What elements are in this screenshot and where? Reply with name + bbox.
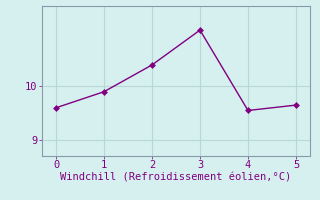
X-axis label: Windchill (Refroidissement éolien,°C): Windchill (Refroidissement éolien,°C): [60, 173, 292, 183]
